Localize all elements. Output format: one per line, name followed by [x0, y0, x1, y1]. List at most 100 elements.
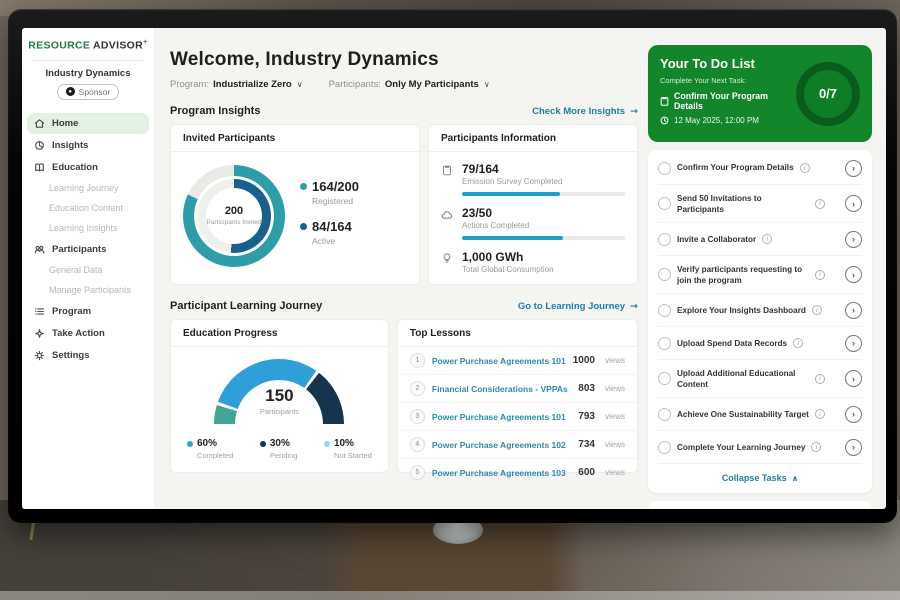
- task-row-2: Send 50 Invitations to Participants i ›: [658, 185, 862, 223]
- task-checkbox[interactable]: [658, 162, 671, 175]
- views-suffix: views: [605, 384, 625, 393]
- collapse-tasks-link[interactable]: Collapse Tasks ∧: [658, 464, 862, 491]
- gauge-legend: 60% Completed 30% Pending 10% Not Starte…: [171, 424, 388, 460]
- sidebar-item-insights[interactable]: Insights: [22, 135, 154, 156]
- task-checkbox[interactable]: [658, 233, 671, 246]
- chevron-down-icon: ∨: [297, 80, 303, 89]
- filters-row: Program: Industrialize Zero ∨ Participan…: [170, 79, 638, 90]
- lesson-link[interactable]: Power Purchase Agreements 101: [432, 356, 566, 366]
- sidebar-item-label: Program: [52, 306, 91, 317]
- info-icon[interactable]: i: [812, 305, 822, 315]
- program-filter-value: Industrialize Zero: [213, 79, 292, 90]
- sidebar-item-settings[interactable]: Settings: [22, 345, 154, 366]
- sidebar-item-learning-insights[interactable]: Learning Insights: [22, 219, 154, 238]
- sidebar-item-label: Home: [52, 118, 78, 129]
- sidebar-item-general-data[interactable]: General Data: [22, 261, 154, 280]
- chevron-right-button[interactable]: ›: [845, 160, 862, 177]
- lesson-row-4[interactable]: 4 Power Purchase Agreements 102 734 view…: [398, 431, 637, 459]
- chevron-right-button[interactable]: ›: [845, 195, 862, 212]
- task-checkbox[interactable]: [658, 197, 671, 210]
- lesson-link[interactable]: Financial Considerations - VPPAs: [432, 384, 571, 394]
- todo-progress-value: 0/7: [819, 86, 837, 101]
- task-label: Send 50 Invitations to Participants: [677, 193, 809, 215]
- views-suffix: views: [605, 468, 625, 477]
- program-filter[interactable]: Program: Industrialize Zero ∨: [170, 79, 303, 90]
- info-icon[interactable]: i: [793, 338, 803, 348]
- task-checkbox[interactable]: [658, 441, 671, 454]
- lesson-row-2[interactable]: 2 Financial Considerations - VPPAs 803 v…: [398, 375, 637, 403]
- legend-label: Pending: [270, 451, 298, 460]
- chevron-right-button[interactable]: ›: [845, 231, 862, 248]
- donut-center-label: Participants Invited: [207, 219, 262, 228]
- chevron-right-button[interactable]: ›: [845, 439, 862, 456]
- participants-filter-value: Only My Participants: [385, 79, 479, 90]
- task-checkbox[interactable]: [658, 268, 671, 281]
- rank-badge: 1: [410, 353, 425, 368]
- chevron-up-icon: ∧: [792, 474, 799, 483]
- task-label: Achieve One Sustainability Target: [677, 409, 809, 420]
- insights-cards-row: Invited Participants 200 Participants In…: [170, 124, 638, 285]
- sidebar-item-home[interactable]: Home: [27, 113, 149, 134]
- lesson-link[interactable]: Power Purchase Agreements 103: [432, 468, 571, 478]
- views-suffix: views: [605, 356, 625, 365]
- chevron-right-button[interactable]: ›: [845, 370, 862, 387]
- info-icon[interactable]: i: [815, 374, 825, 384]
- lesson-row-5[interactable]: 5 Power Purchase Agreements 103 600 view…: [398, 459, 637, 486]
- legend-dot-navy: [300, 223, 307, 230]
- program-filter-label: Program:: [170, 79, 209, 90]
- chevron-right-button[interactable]: ›: [845, 266, 862, 283]
- views-count: 803: [578, 383, 595, 394]
- sidebar-item-education[interactable]: Education: [22, 157, 154, 178]
- lesson-link[interactable]: Power Purchase Agreements 102: [432, 440, 571, 450]
- todo-title: Your To Do List: [660, 56, 790, 71]
- legend-value: 30%: [270, 438, 290, 449]
- lesson-row-3[interactable]: 3 Power Purchase Agreements 101 793 view…: [398, 403, 637, 431]
- sidebar-item-take-action[interactable]: Take Action: [22, 323, 154, 344]
- todo-subtitle: Complete Your Next Task:: [660, 76, 790, 85]
- chevron-right-button[interactable]: ›: [845, 335, 862, 352]
- settings-icon: [34, 350, 45, 361]
- info-icon[interactable]: i: [815, 199, 825, 209]
- page-title: Welcome, Industry Dynamics: [170, 49, 638, 71]
- sidebar-item-participants[interactable]: Participants: [22, 239, 154, 260]
- sidebar-item-label: Insights: [52, 140, 88, 151]
- task-checkbox[interactable]: [658, 372, 671, 385]
- donut-center-value: 200: [225, 205, 243, 217]
- sidebar-item-education-content[interactable]: Education Content: [22, 199, 154, 218]
- legend-item-pending: 30% Pending: [260, 438, 298, 460]
- sidebar-item-label: Education Content: [49, 203, 123, 213]
- task-checkbox[interactable]: [658, 337, 671, 350]
- link-label: Check More Insights: [532, 106, 625, 117]
- sidebar-item-manage-participants[interactable]: Manage Participants: [22, 281, 154, 300]
- check-more-insights-link[interactable]: Check More Insights →: [532, 106, 638, 117]
- info-icon[interactable]: i: [800, 163, 810, 173]
- task-label: Explore Your Insights Dashboard: [677, 305, 806, 316]
- legend-label: Not Started: [334, 451, 372, 460]
- info-icon[interactable]: i: [762, 234, 772, 244]
- chevron-right-button[interactable]: ›: [845, 302, 862, 319]
- rank-badge: 5: [410, 465, 425, 480]
- org-name: Industry Dynamics: [22, 68, 154, 79]
- chevron-right-button[interactable]: ›: [845, 406, 862, 423]
- task-label: Confirm Your Program Details: [677, 162, 794, 173]
- sidebar-item-program[interactable]: Program: [22, 301, 154, 322]
- info-icon[interactable]: i: [815, 270, 825, 280]
- task-checkbox[interactable]: [658, 408, 671, 421]
- sidebar-item-learning-journey[interactable]: Learning Journey: [22, 179, 154, 198]
- lesson-link[interactable]: Power Purchase Agreements 101: [432, 412, 571, 422]
- card-title: Invited Participants: [171, 125, 419, 152]
- go-to-learning-journey-link[interactable]: Go to Learning Journey →: [518, 301, 638, 312]
- arrow-right-icon: →: [630, 301, 638, 312]
- views-count: 793: [578, 411, 595, 422]
- sponsor-badge[interactable]: ● Sponsor: [57, 84, 120, 100]
- clock-icon: [660, 116, 669, 125]
- task-checkbox[interactable]: [658, 304, 671, 317]
- learning-cards-row: Education Progress 150 Participants: [170, 319, 638, 473]
- lesson-row-1[interactable]: 1 Power Purchase Agreements 101 1000 vie…: [398, 347, 637, 375]
- task-label: Invite a Collaborator: [677, 234, 756, 245]
- legend-dot-light-blue: [324, 441, 330, 447]
- participants-filter[interactable]: Participants: Only My Participants ∨: [329, 79, 490, 90]
- info-icon[interactable]: i: [811, 442, 821, 452]
- info-icon[interactable]: i: [815, 409, 825, 419]
- task-row-5: Explore Your Insights Dashboard i ›: [658, 294, 862, 327]
